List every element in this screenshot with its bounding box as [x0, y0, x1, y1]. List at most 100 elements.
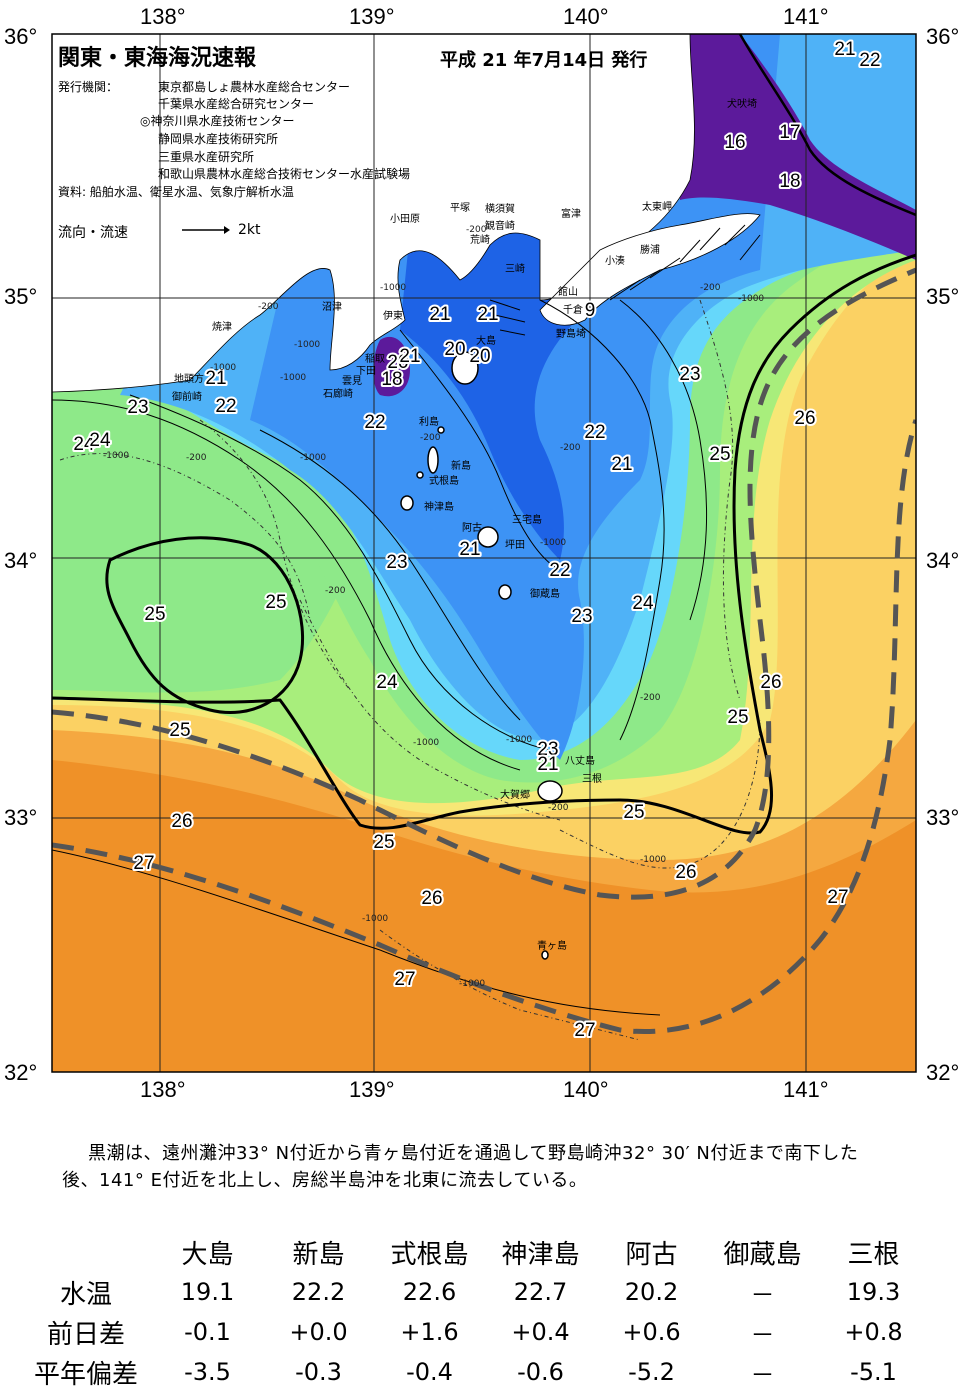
lat-label-34-right: 34° — [926, 548, 960, 573]
table-cell: 19.3 — [846, 1278, 901, 1306]
isotherm-label: 21 — [537, 754, 558, 775]
table-cell: -0.6 — [517, 1358, 564, 1386]
legend-speed: 2kt — [238, 222, 261, 238]
isotherm-label: 27 — [133, 853, 154, 874]
place-label: 利島 — [419, 415, 439, 428]
table-col-header: 三根 — [847, 1239, 900, 1270]
depth-label: -200 — [420, 433, 441, 443]
island-kozushima — [400, 495, 414, 511]
place-label: 阿古 — [462, 521, 482, 534]
lon-label-139-bottom: 139° — [349, 1077, 395, 1102]
place-label: 御前崎 — [172, 390, 202, 403]
depth-label: -1000 — [294, 340, 320, 350]
place-label: 伊東 — [383, 309, 403, 322]
isotherm-25-bold — [52, 253, 916, 835]
place-label: 式根島 — [429, 474, 459, 487]
isotherm-label: 24 — [376, 672, 398, 693]
isotherm-label: 17 — [779, 122, 800, 143]
table-col-header: 新島 — [292, 1239, 345, 1270]
depth-labels: -200 -1000 -200 -200 -1000 -200 -1000 -1000 -100… — [103, 225, 764, 989]
island-oshima — [451, 351, 479, 385]
depth-label: -200 — [560, 443, 581, 453]
place-label: 焼津 — [212, 321, 232, 333]
isotherm-label: 25 — [169, 720, 190, 741]
place-label: 石廊崎 — [323, 387, 353, 400]
lon-label-141-top: 141° — [783, 4, 829, 29]
table-cell: 20.2 — [624, 1278, 679, 1306]
isotherm-label: 25 — [727, 707, 748, 728]
table-cell: -5.2 — [628, 1358, 675, 1386]
place-label: 横須賀 — [485, 202, 515, 215]
place-label: 坪田 — [505, 538, 525, 551]
isotherm-label: 22 — [549, 560, 570, 581]
table-cell: +0.4 — [511, 1318, 570, 1346]
place-label: 太東岬 — [642, 200, 672, 213]
isotherm-label: 21 — [477, 304, 498, 325]
place-label: 三宅島 — [512, 513, 542, 526]
isotherm-label: 22 — [215, 396, 236, 417]
table-col-header: 神津島 — [501, 1239, 580, 1270]
table-cell: 22.6 — [402, 1278, 457, 1306]
depth-label: -1000 — [738, 294, 764, 304]
agency-6: 和歌山県農林水産総合技術センター水産試験場 — [158, 167, 411, 181]
lat-label-33-right: 33° — [926, 805, 960, 830]
lon-label-138-bottom: 138° — [140, 1077, 186, 1102]
place-label: 荒崎 — [470, 233, 490, 246]
cold-water-izu — [373, 336, 410, 397]
isotherm-label: 21 — [611, 454, 632, 475]
place-label: 三根 — [582, 772, 602, 785]
row-label: 水温 — [59, 1279, 112, 1310]
isotherm-label: 27 — [574, 1020, 595, 1041]
place-label: 雲見 — [342, 375, 362, 387]
table-col-header: 大島 — [181, 1239, 234, 1270]
lat-label-33-left: 33° — [4, 805, 38, 830]
isotherm-label: 24 — [632, 593, 654, 614]
island-shikinejima — [416, 471, 424, 479]
isotherm-label: 23 — [386, 552, 407, 573]
isotherm-label: 20 — [469, 346, 490, 367]
cold-water-kanto — [680, 34, 916, 260]
isotherm-18-bold — [738, 34, 916, 217]
isotherm-label: 26 — [421, 888, 442, 909]
isotherm-label: 25 — [623, 802, 644, 823]
table-row: 平年偏差 -3.5 -0.3 -0.4 -0.6 -5.2 － -5.1 — [20, 1352, 929, 1392]
table-row: 前日差 -0.1 +0.0 +1.6 +0.4 +0.6 － +0.8 — [20, 1312, 929, 1352]
depth-label: -1000 — [300, 453, 326, 463]
isotherm-label: 27 — [827, 887, 848, 908]
row-label: 前日差 — [46, 1319, 125, 1350]
depth-label: -200 — [466, 225, 487, 235]
isotherm-label: 18 — [381, 369, 402, 390]
island-niijima — [427, 446, 439, 474]
place-label: 八丈島 — [565, 754, 595, 767]
place-label: 青ヶ島 — [537, 939, 567, 952]
data-source: 資料: 船舶水温、衛星水温、気象庁解析水温 — [58, 185, 294, 199]
isotherm-label: 26 — [171, 811, 192, 832]
depth-label: -200 — [548, 803, 569, 813]
isotherm-label: 20 — [444, 339, 465, 360]
table-cell: -3.5 — [184, 1358, 231, 1386]
table-cell: 19.1 — [180, 1278, 235, 1306]
agency-3: ◎神奈川県水産技術センター — [140, 114, 295, 128]
place-label: 勝浦 — [640, 243, 660, 256]
depth-label: -1000 — [210, 363, 236, 373]
agency-label: 発行機関： — [58, 80, 119, 94]
isotherm-label: 9 — [585, 300, 596, 321]
lon-label-140-bottom: 140° — [563, 1077, 609, 1102]
place-label: 三崎 — [505, 262, 525, 275]
sea-temperature-map: 138° 139° 140° 141° 138° 139° 140° 141° … — [4, 4, 960, 1102]
table-col-header: 御蔵島 — [723, 1239, 802, 1270]
depth-label: -1000 — [506, 735, 532, 745]
place-label: 富津 — [561, 207, 581, 220]
place-label: 小湊 — [605, 254, 625, 267]
table-cell: -5.1 — [850, 1358, 897, 1386]
depth-contours — [59, 299, 761, 1041]
table-col-header: 阿古 — [625, 1239, 678, 1270]
depth-label: -200 — [186, 453, 207, 463]
depth-label: -1000 — [640, 855, 666, 865]
isotherm-label: 26 — [675, 862, 696, 883]
lat-label-32-right: 32° — [926, 1060, 960, 1085]
isotherm-label: 21 — [834, 39, 855, 60]
